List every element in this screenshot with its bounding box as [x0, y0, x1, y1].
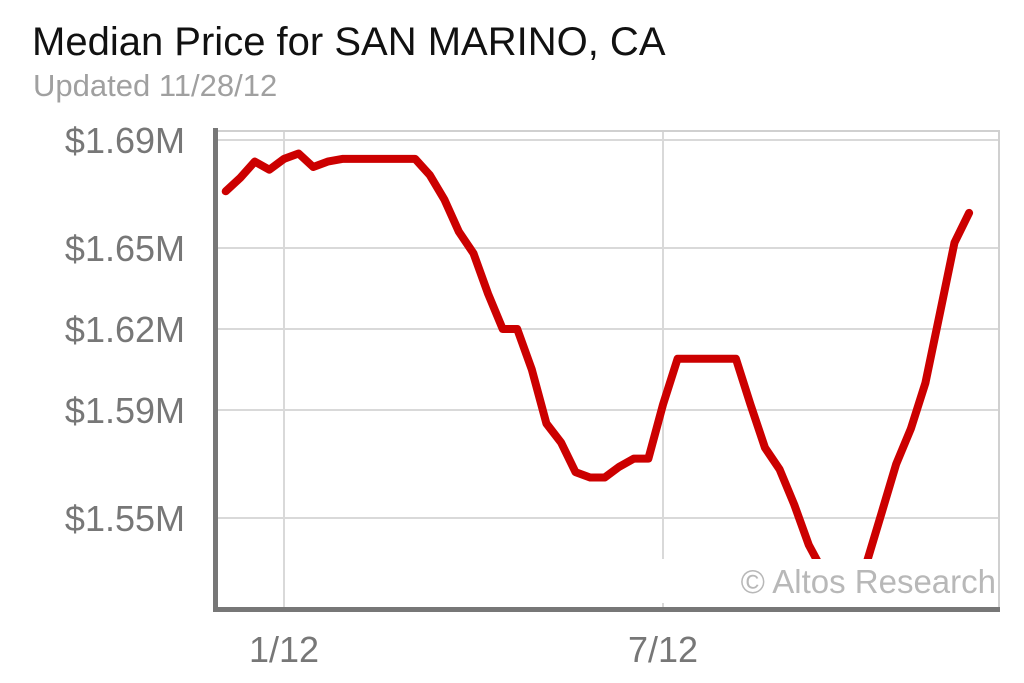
- chart-subtitle: Updated 11/28/12: [33, 68, 278, 103]
- median-price-line: [221, 149, 974, 576]
- y-tick-label: $1.62M: [65, 309, 185, 350]
- y-axis-ticks: $1.69M $1.65M $1.62M $1.59M $1.55M: [65, 120, 185, 539]
- y-axis-line: [213, 128, 218, 612]
- plot-border-right: [998, 131, 1000, 609]
- grid-lines: [218, 132, 998, 607]
- x-axis-ticks: 1/12 7/12: [249, 629, 698, 670]
- y-tick-label: $1.55M: [65, 498, 185, 539]
- y-tick-label: $1.65M: [65, 228, 185, 269]
- x-axis-line: [213, 607, 1000, 612]
- watermark: © Altos Research: [741, 563, 996, 600]
- x-tick-label: 1/12: [249, 629, 319, 670]
- y-tick-label: $1.59M: [65, 390, 185, 431]
- x-tick-label: 7/12: [628, 629, 698, 670]
- chart-title: Median Price for SAN MARINO, CA: [32, 20, 666, 64]
- plot-border-top: [215, 130, 1000, 132]
- watermark-background: [662, 559, 998, 603]
- y-tick-label: $1.69M: [65, 120, 185, 161]
